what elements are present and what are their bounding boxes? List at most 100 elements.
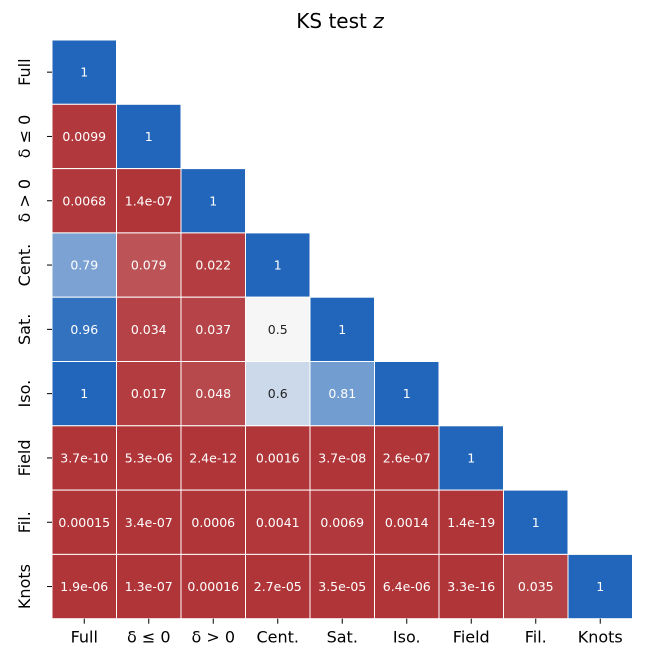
cell-value-label: 3.3e-16 — [447, 579, 495, 594]
y-tick-label: Field — [15, 439, 34, 476]
x-tick-label: δ ≤ 0 — [127, 628, 171, 647]
cell-value-label: 3.7e-08 — [318, 450, 366, 465]
heatmap-cell — [374, 425, 440, 491]
y-tick-label: Knots — [15, 564, 34, 609]
cell-value-label: 0.0016 — [256, 450, 300, 465]
heatmap-cell — [180, 168, 246, 234]
heatmap-cell — [245, 361, 311, 427]
cell-value-label: 1 — [532, 515, 540, 530]
heatmap-cell — [51, 489, 117, 555]
heatmap-cell — [567, 553, 633, 620]
cell-value-label: 0.022 — [195, 258, 231, 273]
heatmap-cell — [180, 489, 246, 555]
cell-value-label: 0.96 — [70, 322, 98, 337]
heatmap-cell — [309, 296, 375, 363]
cell-value-label: 1 — [80, 386, 88, 401]
cell-value-label: 3.4e-07 — [125, 515, 173, 530]
cell-value-label: 0.0099 — [62, 129, 106, 144]
cell-value-label: 1.4e-19 — [447, 515, 495, 530]
x-tick-label: Iso. — [393, 628, 421, 647]
cell-value-label: 1 — [80, 65, 88, 80]
cell-value-label: 1 — [145, 129, 153, 144]
heatmap-cell — [245, 425, 311, 491]
heatmap-cell — [51, 553, 117, 620]
heatmap-cell — [116, 553, 182, 620]
x-tick-label: Field — [453, 628, 490, 647]
heatmap-cell — [245, 232, 311, 298]
heatmap-cell — [180, 553, 246, 620]
cell-value-label: 1.4e-07 — [125, 193, 173, 208]
x-tick-label: Cent. — [256, 628, 299, 647]
heatmap-cell — [116, 425, 182, 491]
chart-title: KS test z — [296, 9, 384, 33]
heatmap-cell — [51, 103, 117, 170]
cell-value-label: 0.037 — [195, 322, 231, 337]
cell-value-label: 0.034 — [131, 322, 167, 337]
y-tick-label: Sat. — [15, 314, 34, 345]
heatmap-cell — [503, 489, 569, 555]
heatmap-cell — [116, 103, 182, 170]
cell-value-label: 1 — [403, 386, 411, 401]
cell-value-label: 5.3e-06 — [125, 450, 173, 465]
heatmap-cell — [116, 296, 182, 363]
y-tick-label: Iso. — [15, 380, 34, 408]
heatmap-cell — [116, 232, 182, 298]
cell-value-label: 0.0014 — [385, 515, 429, 530]
cell-value-label: 1.9e-06 — [60, 579, 108, 594]
cell-value-label: 0.81 — [328, 386, 356, 401]
x-tick-label: Full — [71, 628, 98, 647]
chart-title-variable: z — [372, 9, 384, 33]
cell-value-label: 0.017 — [131, 386, 167, 401]
heatmap-cell — [245, 296, 311, 363]
cell-value-label: 0.035 — [518, 579, 554, 594]
cell-value-label: 0.6 — [268, 386, 288, 401]
y-tick-label: δ ≤ 0 — [15, 115, 34, 159]
heatmap-cell — [438, 425, 504, 491]
cell-value-label: 0.0041 — [256, 515, 300, 530]
cell-value-label: 0.5 — [268, 322, 288, 337]
cell-value-label: 0.079 — [131, 258, 167, 273]
heatmap-cell — [51, 39, 117, 105]
cell-value-label: 0.00015 — [58, 515, 110, 530]
cell-value-label: 0.79 — [70, 258, 98, 273]
cell-value-label: 0.00016 — [187, 579, 239, 594]
x-tick-label: δ > 0 — [191, 628, 235, 647]
cell-value-label: 3.5e-05 — [318, 579, 366, 594]
heatmap-cell — [51, 425, 117, 491]
y-tick-label: δ > 0 — [15, 179, 34, 223]
heatmap-cell — [116, 361, 182, 427]
x-tick-label: Sat. — [327, 628, 358, 647]
x-tick-label: Knots — [578, 628, 623, 647]
cell-value-label: 1 — [338, 322, 346, 337]
cell-value-label: 2.4e-12 — [189, 450, 237, 465]
cell-value-label: 2.7e-05 — [254, 579, 302, 594]
cell-value-label: 1 — [209, 193, 217, 208]
x-axis: Full δ ≤ 0 δ > 0 Cent. Sat. Iso. Field Fil. Knot… — [71, 618, 623, 647]
heatmap-cell — [180, 361, 246, 427]
cell-value-label: 2.6e-07 — [383, 450, 431, 465]
chart-title-text: KS test — [296, 9, 373, 33]
cell-value-label: 3.7e-10 — [60, 450, 108, 465]
y-tick-label: Cent. — [15, 244, 34, 287]
cell-value-label: 0.0006 — [191, 515, 235, 530]
cell-value-label: 0.0069 — [320, 515, 364, 530]
heatmap-cell — [51, 168, 117, 234]
x-tick-label: Fil. — [525, 628, 547, 647]
heatmap-cell — [374, 361, 440, 427]
cell-value-label: 0.0068 — [62, 193, 106, 208]
cell-value-label: 0.048 — [195, 386, 231, 401]
heatmap-cell — [245, 553, 311, 620]
heatmap-cell — [374, 553, 440, 620]
heatmap-cells: 1 0.0099 1 0.0068 1.4e-07 1 0.79 0.079 0.022 1 0.9… — [51, 39, 633, 620]
heatmap-cell — [438, 553, 504, 620]
y-tick-label: Fil. — [15, 511, 34, 533]
cell-value-label: 1 — [467, 450, 475, 465]
cell-value-label: 6.4e-06 — [383, 579, 431, 594]
y-axis: Full δ ≤ 0 δ > 0 Cent. Sat. Iso. Field Fil. Knot… — [15, 58, 52, 609]
cell-value-label: 1 — [274, 258, 282, 273]
cell-value-label: 1.3e-07 — [125, 579, 173, 594]
y-tick-label: Full — [15, 58, 34, 85]
cell-value-label: 1 — [596, 579, 604, 594]
heatmap-cell — [309, 361, 375, 427]
